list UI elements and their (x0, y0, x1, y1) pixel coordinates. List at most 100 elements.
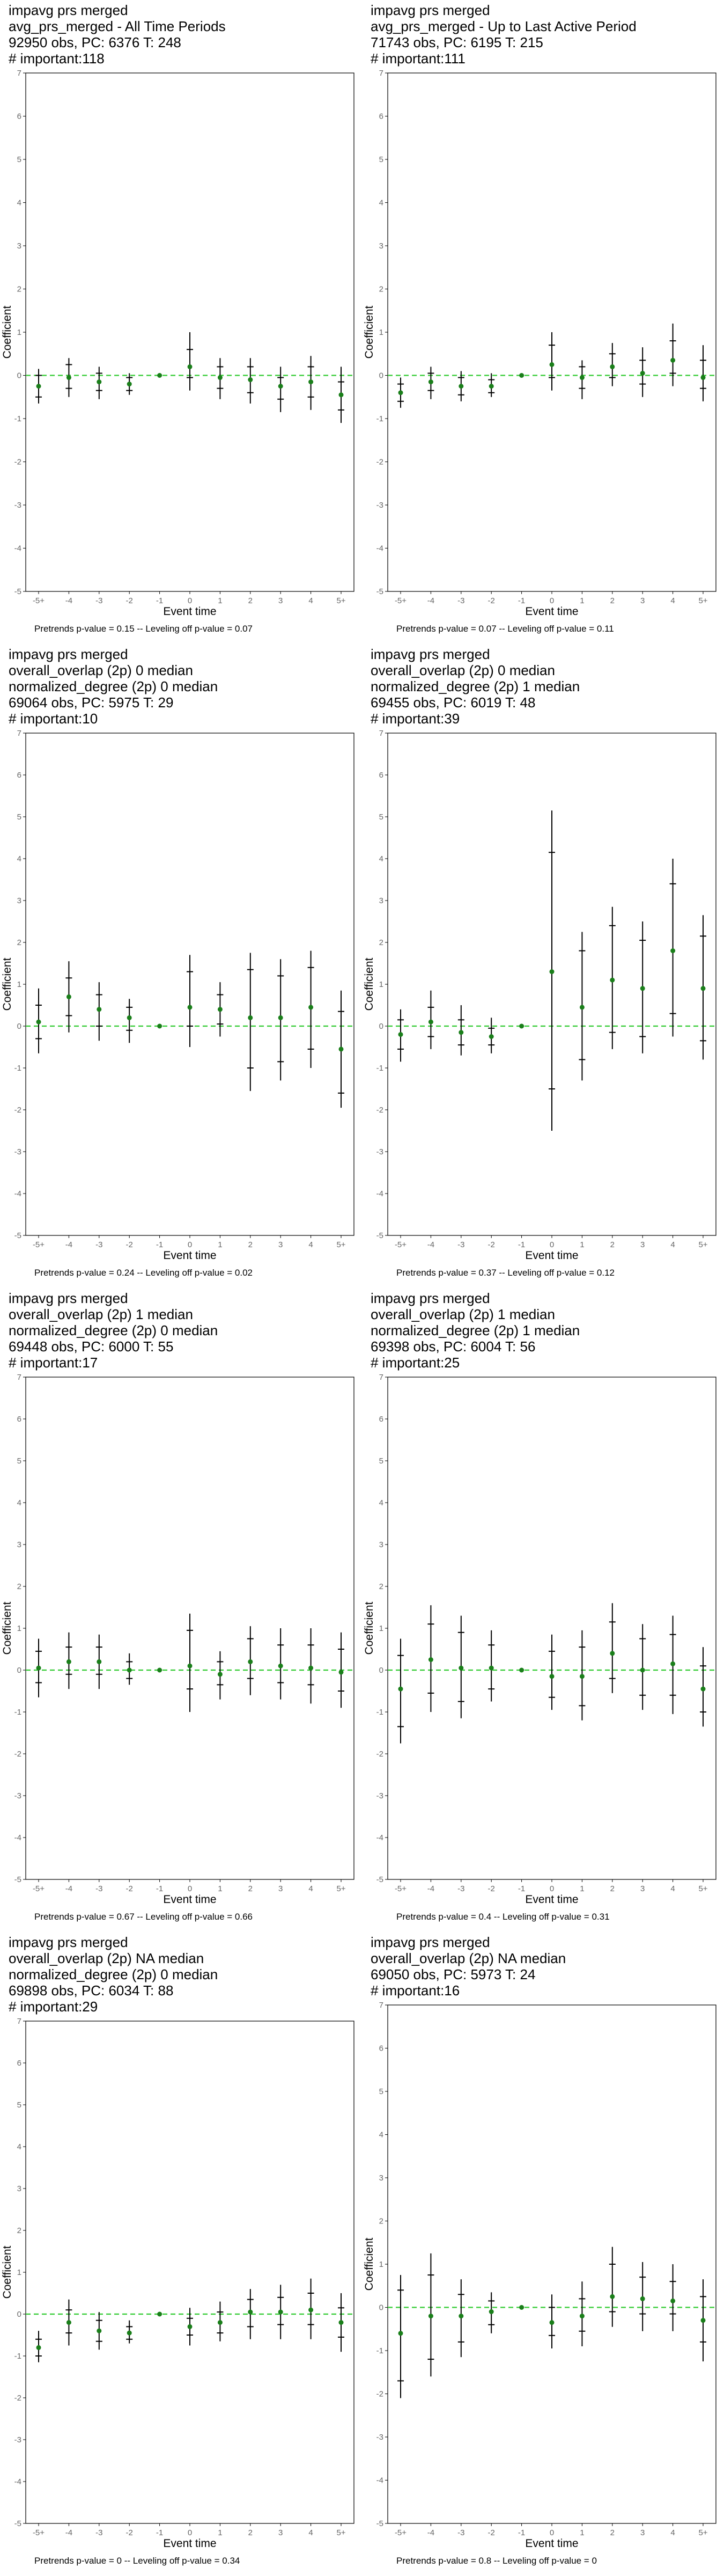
chart-subtitle-line: # important:29 (9, 1999, 98, 2015)
y-tick-label: 6 (379, 771, 383, 780)
x-tick-label: -4 (427, 596, 434, 605)
x-axis-label: Event time (525, 2537, 578, 2550)
coefficient-estimate (157, 1023, 162, 1029)
plot-frame (387, 1377, 716, 1880)
x-tick-label: -4 (65, 1240, 72, 1249)
chart-subtitle-line: # important:25 (371, 1355, 460, 1371)
x-tick-label: -1 (518, 596, 525, 605)
coefficient-estimate (519, 1667, 524, 1673)
y-tick-label: 5 (379, 1457, 383, 1466)
coefficient-estimate (579, 360, 586, 399)
y-tick-label: 3 (17, 1540, 21, 1549)
x-tick-label: -2 (488, 1240, 495, 1249)
y-tick-label: 7 (17, 2017, 21, 2026)
coefficient-point (187, 1005, 193, 1010)
x-tick-label: -2 (126, 596, 133, 605)
x-tick-label: 3 (278, 1240, 283, 1249)
coefficient-estimate (217, 358, 224, 399)
coefficient-point (428, 379, 433, 385)
coefficient-point (36, 1665, 41, 1671)
x-tick-label: -3 (457, 2528, 464, 2537)
x-tick-label: 5+ (336, 596, 345, 605)
x-axis-label: Event time (163, 1249, 216, 1262)
x-tick-label: 0 (188, 1884, 192, 1893)
coefficient-point (670, 948, 676, 954)
coefficient-point (700, 986, 706, 991)
x-tick-label: 3 (640, 1884, 645, 1893)
y-tick-label: 2 (17, 285, 21, 294)
y-tick-label: -2 (14, 2394, 21, 2403)
x-tick-label: -5+ (33, 1884, 45, 1893)
y-tick-label: 4 (379, 854, 383, 863)
pvalue-footnote: Pretrends p-value = 0 -- Leveling off p-… (34, 2556, 240, 2566)
x-tick-label: -4 (65, 2528, 72, 2537)
y-tick-label: 6 (17, 771, 21, 780)
y-tick-label: 6 (17, 112, 21, 121)
coefficient-point (217, 1672, 223, 1677)
x-tick-label: -1 (518, 1240, 525, 1249)
coefficient-estimate (157, 2311, 162, 2317)
x-axis-label: Event time (163, 1893, 216, 1906)
chart-header: impavg prs merged overall_overlap (2p) 1 … (371, 1290, 714, 1371)
coefficient-estimate (457, 2279, 464, 2358)
y-tick-label: 0 (379, 1666, 383, 1675)
x-tick-label: -4 (427, 1240, 434, 1249)
x-tick-label: -3 (457, 1884, 464, 1893)
y-tick-label: 3 (379, 2174, 383, 2183)
coefficient-point (36, 2345, 41, 2350)
coefficient-estimate (519, 373, 524, 378)
coefficient-estimate (639, 1624, 646, 1710)
coefficient-point (489, 1665, 494, 1671)
y-tick-label: -3 (376, 2433, 383, 2442)
coefficient-estimate (95, 367, 102, 399)
x-axis-label: Event time (525, 1249, 578, 1262)
x-tick-label: -5+ (395, 596, 407, 605)
chart-subtitle-line: 69448 obs, PC: 6000 T: 55 (9, 1338, 174, 1355)
chart-subtitle-line: 69050 obs, PC: 5973 T: 24 (371, 1966, 536, 1982)
coefficient-point (66, 375, 71, 380)
coefficient-estimate (277, 367, 284, 412)
y-tick-label: 1 (379, 2260, 383, 2269)
chart-panel: impavg prs merged overall_overlap (2p) 1 … (0, 1288, 362, 1932)
coefficient-estimate (457, 1005, 464, 1056)
coefficient-point (157, 1023, 162, 1029)
x-tick-label: 5+ (336, 2528, 345, 2537)
coefficient-estimate (35, 988, 42, 1053)
y-tick-label: 7 (379, 69, 383, 78)
y-axis-label: Coefficient (1, 957, 13, 1011)
x-tick-label: -2 (488, 1884, 495, 1893)
y-tick-label: -2 (376, 1106, 383, 1115)
chart-subtitle-line: # important:118 (9, 50, 105, 67)
x-tick-label: 4 (308, 596, 313, 605)
y-tick-label: 2 (17, 1582, 21, 1591)
x-tick-label: -2 (126, 2528, 133, 2537)
coefficient-point (640, 1667, 645, 1673)
coefficient-estimate (126, 373, 133, 395)
coefficient-point (248, 377, 253, 383)
chart-title: impavg prs merged (371, 2, 490, 18)
coefficient-point (308, 2307, 314, 2312)
coefficient-point (519, 373, 524, 378)
chart-subtitle-line: # important:16 (371, 1982, 460, 1999)
coefficient-point (157, 2311, 162, 2317)
chart-subtitle-line: # important:17 (9, 1355, 98, 1371)
x-tick-label: -5+ (395, 1884, 407, 1893)
coefficient-estimate (427, 1605, 434, 1712)
coefficient-point (519, 1023, 524, 1029)
x-tick-label: -1 (156, 1884, 163, 1893)
coefficient-estimate (35, 2331, 42, 2362)
coefficient-point (428, 1657, 433, 1662)
y-tick-label: -4 (376, 1833, 383, 1842)
coefficient-estimate (338, 2293, 344, 2352)
coefficient-estimate (549, 1634, 555, 1710)
chart-subtitle-line: avg_prs_merged - Up to Last Active Perio… (371, 18, 637, 34)
coefficient-estimate (488, 373, 495, 397)
x-tick-label: 5+ (336, 1240, 345, 1249)
x-tick-label: 3 (278, 1884, 283, 1893)
y-tick-label: 6 (17, 2059, 21, 2068)
y-tick-label: -5 (376, 1231, 383, 1240)
y-tick-label: 2 (379, 285, 383, 294)
y-axis-label: Coefficient (363, 957, 375, 1011)
x-tick-label: -5+ (395, 2528, 407, 2537)
coefficient-point (459, 1665, 464, 1671)
